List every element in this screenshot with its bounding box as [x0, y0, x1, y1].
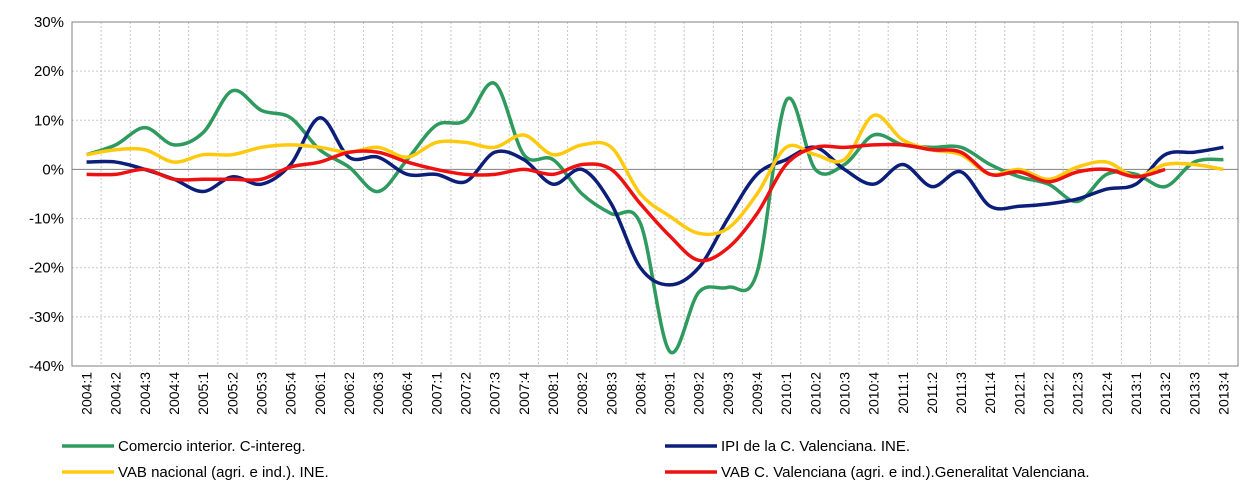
- x-tick-label: 2011:3: [953, 372, 969, 414]
- x-tick-label: 2009:4: [749, 372, 765, 415]
- x-tick-label: 2006:2: [341, 372, 357, 415]
- x-tick-label: 2013:1: [1128, 372, 1144, 415]
- series-line: [86, 81, 1224, 355]
- x-tick-label: 2010:4: [866, 372, 882, 415]
- x-tick-label: 2004:4: [166, 372, 182, 415]
- x-tick-label: 2006:3: [370, 372, 386, 415]
- x-tick-label: 2008:2: [574, 372, 590, 415]
- legend-label: VAB nacional (agri. e ind.). INE.: [118, 464, 329, 481]
- x-tick-label: 2004:3: [137, 372, 153, 415]
- x-tick-label: 2005:3: [253, 372, 269, 415]
- legend-label: IPI de la C. Valenciana. INE.: [721, 438, 910, 455]
- x-tick-label: 2013:4: [1215, 372, 1231, 415]
- x-tick-label: 2012:3: [1070, 372, 1086, 415]
- x-tick-label: 2004:2: [108, 372, 124, 415]
- y-tick-label: -40%: [29, 358, 64, 375]
- x-tick-label: 2007:2: [458, 372, 474, 415]
- series-line: [86, 116, 1224, 287]
- x-tick-label: 2005:4: [283, 372, 299, 415]
- x-tick-label: 2005:1: [195, 372, 211, 415]
- x-tick-label: 2009:2: [691, 372, 707, 415]
- x-tick-label: 2006:4: [399, 372, 415, 415]
- x-tick-label: 2005:2: [224, 372, 240, 415]
- x-tick-label: 2007:3: [487, 372, 503, 415]
- x-tick-label: 2011:1: [895, 372, 911, 414]
- x-tick-label: 2008:3: [603, 372, 619, 415]
- x-tick-label: 2010:1: [778, 372, 794, 415]
- series-line: [86, 113, 1224, 237]
- legend-label: VAB C. Valenciana (agri. e ind.).General…: [721, 464, 1090, 481]
- x-tick-label: 2009:1: [662, 372, 678, 415]
- y-tick-label: -30%: [29, 309, 64, 326]
- y-tick-label: 20%: [34, 63, 64, 80]
- x-tick-label: 2011:4: [982, 372, 998, 414]
- x-tick-label: 2009:3: [720, 372, 736, 415]
- y-tick-label: 10%: [34, 112, 64, 129]
- x-tick-label: 2013:2: [1157, 372, 1173, 415]
- x-tick-label: 2013:3: [1186, 372, 1202, 415]
- y-tick-label: 30%: [34, 14, 64, 31]
- x-tick-label: 2012:1: [1011, 372, 1027, 415]
- y-tick-label: 0%: [42, 161, 64, 178]
- x-tick-label: 2012:2: [1041, 372, 1057, 415]
- x-tick-label: 2011:2: [924, 372, 940, 414]
- x-tick-label: 2010:3: [836, 372, 852, 415]
- legend-label: Comercio interior. C-intereg.: [118, 438, 306, 455]
- x-tick-label: 2010:2: [807, 372, 823, 415]
- x-tick-label: 2006:1: [312, 372, 328, 415]
- y-tick-label: -10%: [29, 211, 64, 228]
- x-tick-label: 2004:1: [79, 372, 95, 415]
- x-tick-label: 2012:4: [1099, 372, 1115, 415]
- x-tick-label: 2007:4: [516, 372, 532, 415]
- plot-border: [71, 21, 1239, 367]
- y-tick-label: -20%: [29, 260, 64, 277]
- x-tick-label: 2007:1: [428, 372, 444, 415]
- series-line: [86, 142, 1166, 263]
- x-tick-label: 2008:1: [545, 372, 561, 415]
- x-tick-label: 2008:4: [632, 372, 648, 415]
